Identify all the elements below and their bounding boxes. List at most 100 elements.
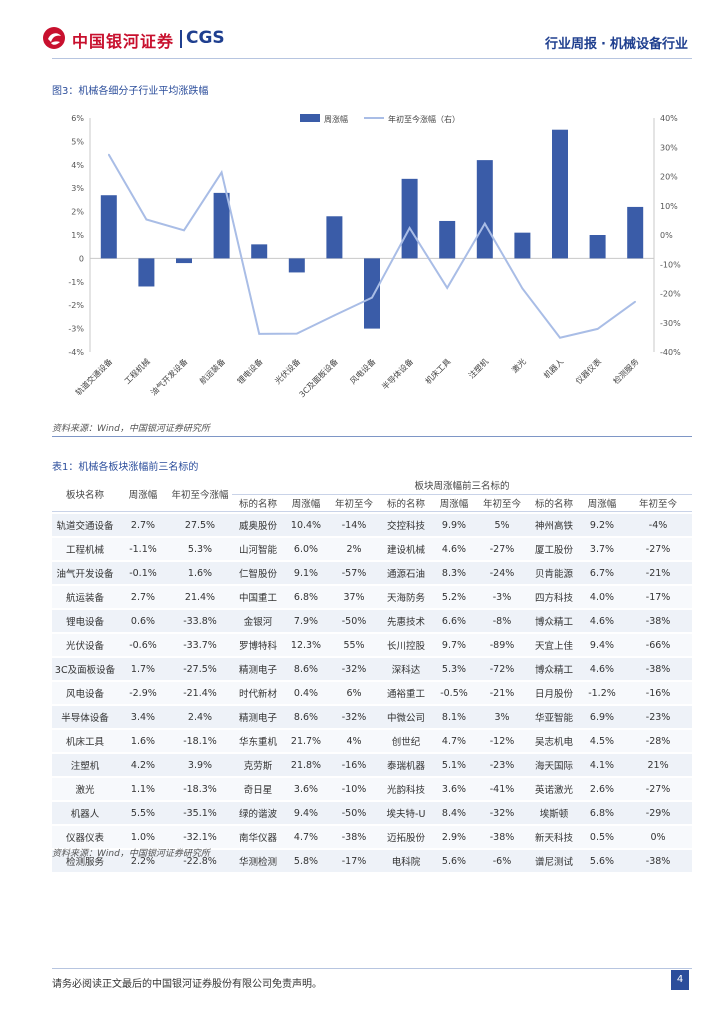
col-header: 标的名称 (380, 495, 432, 512)
table-cell: 5.8% (284, 848, 328, 872)
table-cell: 3.6% (432, 776, 476, 800)
table-cell: 时代新材 (232, 680, 284, 704)
group-header: 板块周涨幅前三名标的 (232, 476, 693, 495)
table-cell: -38% (624, 656, 693, 680)
table-cell: 绿的谐波 (232, 800, 284, 824)
table-cell: 华东重机 (232, 728, 284, 752)
table-cell: 新天科技 (528, 824, 580, 848)
table-cell: 5.6% (580, 848, 624, 872)
bar-weekly-change (213, 192, 230, 259)
table-row: 半导体设备 3.4% 2.4% 精测电子 8.6% -32% 中微公司 8.1% 3% 华亚智能 6… (52, 704, 693, 728)
table-row: 注塑机 4.2% 3.9% 克劳斯 21.8% -16% 泰瑞机器 5.1% -23% 海天国际 4… (52, 752, 693, 776)
bar-weekly-change (176, 258, 192, 264)
table-cell: 埃斯顿 (528, 800, 580, 824)
sector-name-cell: 激光 (52, 776, 118, 800)
table-cell: 6.8% (580, 800, 624, 824)
line-point (333, 314, 336, 317)
table-cell: 仁智股份 (232, 560, 284, 584)
bar-weekly-change (100, 195, 117, 259)
table-cell: 21.7% (284, 728, 328, 752)
table-cell: -33.8% (168, 608, 232, 632)
bar-weekly-change (288, 258, 305, 273)
left-tick-label: 6% (71, 114, 84, 123)
legend-bar-label: 周涨幅 (324, 114, 348, 124)
table-cell: 3.9% (168, 752, 232, 776)
table-cell: -41% (476, 776, 528, 800)
sector-name-cell: 光伏设备 (52, 632, 118, 656)
table-cell: 华亚智能 (528, 704, 580, 728)
table-cell: 0.5% (580, 824, 624, 848)
bar-weekly-change (589, 235, 606, 259)
table-cell: 5.6% (432, 848, 476, 872)
right-tick-label: -10% (660, 260, 681, 269)
table-cell: -27.5% (168, 656, 232, 680)
left-tick-label: 3% (71, 184, 84, 193)
table-cell: 0% (624, 824, 693, 848)
table-cell: -89% (476, 632, 528, 656)
col-header: 周涨幅 (118, 476, 168, 512)
table-cell: 2.6% (580, 776, 624, 800)
table-cell: 中国重工 (232, 584, 284, 608)
bar-weekly-change (627, 206, 644, 259)
category-label: 半导体设备 (380, 356, 415, 391)
table-row: 风电设备 -2.9% -21.4% 时代新材 0.4% 6% 通裕重工 -0.5% -21% 日月… (52, 680, 693, 704)
line-point (484, 222, 486, 225)
table-cell: 威奥股份 (232, 512, 284, 536)
table-cell: 9.1% (284, 560, 328, 584)
table-cell: -16% (328, 752, 380, 776)
table-cell: -32% (328, 704, 380, 728)
table-cell: 贝肯能源 (528, 560, 580, 584)
line-point (521, 287, 524, 290)
category-label: 激光 (509, 356, 527, 374)
table-cell: 神州高铁 (528, 512, 580, 536)
category-label: 航运装备 (197, 356, 227, 386)
table-cell: 精测电子 (232, 656, 284, 680)
table-cell: 中微公司 (380, 704, 432, 728)
table-cell: -23% (476, 752, 528, 776)
right-tick-label: -20% (660, 290, 681, 299)
category-label: 注塑机 (466, 356, 490, 380)
table-cell: 21% (624, 752, 693, 776)
table-cell: 9.2% (580, 512, 624, 536)
table-cell: -8% (476, 608, 528, 632)
sector-name-cell: 风电设备 (52, 680, 118, 704)
table-cell: 4% (328, 728, 380, 752)
line-point (408, 227, 411, 229)
line-point (371, 296, 373, 299)
line-point (145, 218, 148, 221)
category-label: 风电设备 (348, 356, 378, 386)
table-cell: 吴志机电 (528, 728, 580, 752)
table-cell: -17% (328, 848, 380, 872)
table-cell: -6% (476, 848, 528, 872)
table-cell: -27% (476, 536, 528, 560)
category-label: 机床工具 (423, 356, 453, 386)
table-cell: -32.1% (168, 824, 232, 848)
table-row: 锂电设备 0.6% -33.8% 金银河 7.9% -50% 先惠技术 6.6% -8% 博众精工… (52, 608, 693, 632)
right-tick-label: 40% (660, 114, 678, 123)
sector-name-cell: 工程机械 (52, 536, 118, 560)
category-label: 工程机械 (122, 356, 152, 386)
col-header: 周涨幅 (284, 495, 328, 512)
table-cell: 3% (476, 704, 528, 728)
col-header: 标的名称 (528, 495, 580, 512)
industry-name: 机械设备行业 (609, 37, 688, 52)
right-tick-label: 0% (660, 231, 673, 240)
report-type: 行业周报 (545, 37, 598, 52)
table-cell: 交控科技 (380, 512, 432, 536)
table-cell: -12% (476, 728, 528, 752)
category-label: 轨道交通设备 (73, 356, 114, 397)
table-cell: 3.6% (284, 776, 328, 800)
line-point (446, 287, 449, 289)
table-cell: 深科达 (380, 656, 432, 680)
left-tick-label: 0 (79, 254, 84, 263)
table-row: 激光 1.1% -18.3% 奇日星 3.6% -10% 光韵科技 3.6% -41% 英诺激光 2… (52, 776, 693, 800)
col-header: 板块名称 (52, 476, 118, 512)
table-cell: 9.7% (432, 632, 476, 656)
table-cell: 2.7% (118, 584, 168, 608)
col-header: 年初至今涨幅 (168, 476, 232, 512)
table-cell: 博众精工 (528, 608, 580, 632)
col-header: 年初至今 (328, 495, 380, 512)
category-label: 3C及面板设备 (297, 356, 340, 399)
table-cell: 克劳斯 (232, 752, 284, 776)
table-cell: 创世纪 (380, 728, 432, 752)
